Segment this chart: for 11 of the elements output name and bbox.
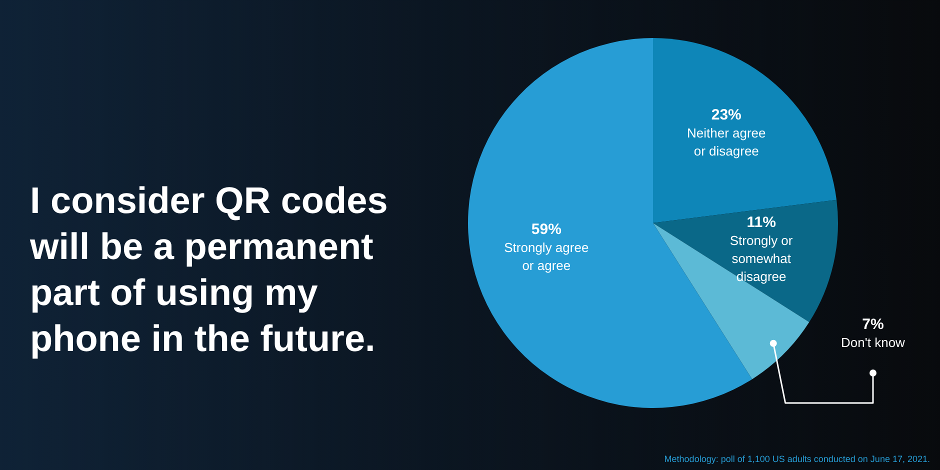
- slice-label: Strongly agree or agree: [504, 240, 589, 273]
- slice-label: Strongly or somewhat disagree: [730, 233, 794, 284]
- text: I consider QR codes will be a permanent part of using my phone in the future.: [30, 179, 389, 361]
- data-label: 59%: [531, 220, 562, 238]
- data-label: 11%: [746, 214, 776, 232]
- data-label: 23%: [711, 106, 742, 124]
- text: Methodology: poll of 1,100 US adults conducted on June 17, 2021.: [664, 454, 930, 464]
- data-label: 7%: [862, 316, 884, 333]
- pie-slice: [653, 200, 838, 322]
- slice-label: Neither agree or disagree: [687, 126, 766, 159]
- slice-label: Don't know: [841, 335, 906, 350]
